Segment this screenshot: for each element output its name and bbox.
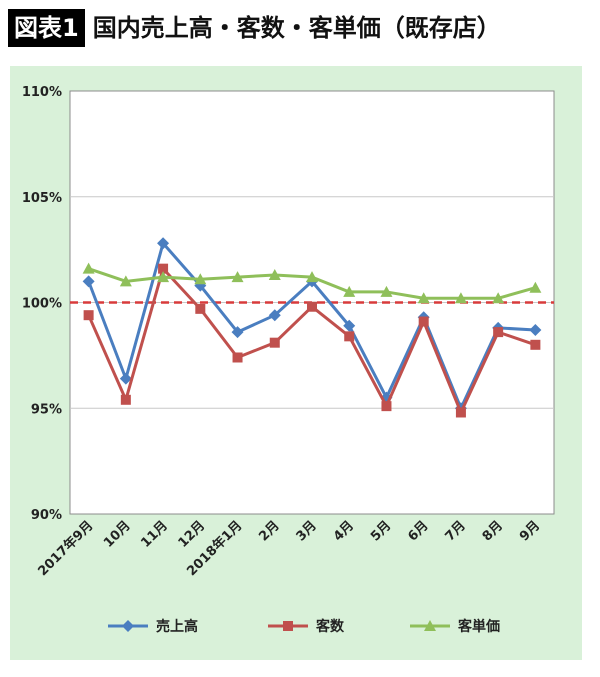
data-point xyxy=(268,309,281,322)
x-tick-label: 8月 xyxy=(480,518,506,544)
data-point xyxy=(158,263,169,274)
legend-marker xyxy=(424,620,436,631)
data-point xyxy=(195,303,206,314)
data-point xyxy=(343,319,356,332)
line-chart: 90%95%100%105%110%2017年9月 10月 11月 12月2018年1… xyxy=(22,85,555,635)
data-point xyxy=(417,292,430,304)
data-point xyxy=(157,271,170,283)
data-point xyxy=(307,301,317,312)
data-point xyxy=(194,273,207,285)
data-point xyxy=(119,372,132,385)
data-point xyxy=(232,352,243,363)
data-point xyxy=(381,401,392,412)
legend-label: 客単価 xyxy=(457,618,500,635)
data-point xyxy=(530,339,541,350)
y-tick-label: 95% xyxy=(31,402,62,417)
data-point xyxy=(120,394,131,405)
data-point xyxy=(157,237,170,250)
x-tick-label: 9月 xyxy=(517,518,543,544)
y-tick-label: 110% xyxy=(22,85,62,100)
legend-label: 客数 xyxy=(315,618,345,635)
data-point xyxy=(82,262,95,274)
data-point xyxy=(418,316,429,327)
data-point xyxy=(343,285,356,297)
legend-marker xyxy=(283,621,293,631)
data-point xyxy=(231,326,244,339)
data-point xyxy=(529,323,542,336)
legend-marker xyxy=(122,620,134,632)
data-point xyxy=(455,407,466,418)
data-point xyxy=(231,271,244,283)
data-point xyxy=(344,331,355,342)
title-row: 図表1 国内売上高・客数・客単価（既存店） xyxy=(8,8,501,48)
chart-title: 国内売上高・客数・客単価（既存店） xyxy=(92,14,501,42)
x-tick-label: 10月 xyxy=(101,518,134,551)
y-tick-label: 105% xyxy=(22,191,62,206)
x-tick-label: 4月 xyxy=(331,518,357,544)
x-tick-label: 2017年9月 xyxy=(35,518,97,580)
data-point xyxy=(380,285,393,297)
data-point xyxy=(306,271,318,283)
x-tick-label: 11月 xyxy=(138,518,171,551)
data-point xyxy=(268,269,281,281)
chart-panel: 90% 95% 100% 105% 110% 2017年9月 10月 11月 12月 2018年1… xyxy=(10,66,582,660)
x-tick-label: 12月 xyxy=(176,518,209,551)
y-tick-label: 100% xyxy=(22,297,62,312)
data-point xyxy=(83,310,94,321)
x-tick-label: 6月 xyxy=(405,518,431,544)
x-tick-label: 5月 xyxy=(368,518,394,544)
data-point xyxy=(493,327,504,338)
data-point xyxy=(492,292,505,304)
data-point xyxy=(82,275,95,288)
data-point xyxy=(454,292,467,304)
data-point xyxy=(529,281,542,293)
x-tick-label: 3月 xyxy=(294,518,320,544)
legend-label: 売上高 xyxy=(156,618,198,635)
x-tick-label: 7月 xyxy=(443,518,469,544)
figure-badge: 図表1 xyxy=(8,9,85,47)
y-tick-label: 90% xyxy=(31,508,62,523)
data-point xyxy=(269,337,280,348)
x-tick-label: 2月 xyxy=(256,518,282,544)
data-point xyxy=(119,275,132,287)
